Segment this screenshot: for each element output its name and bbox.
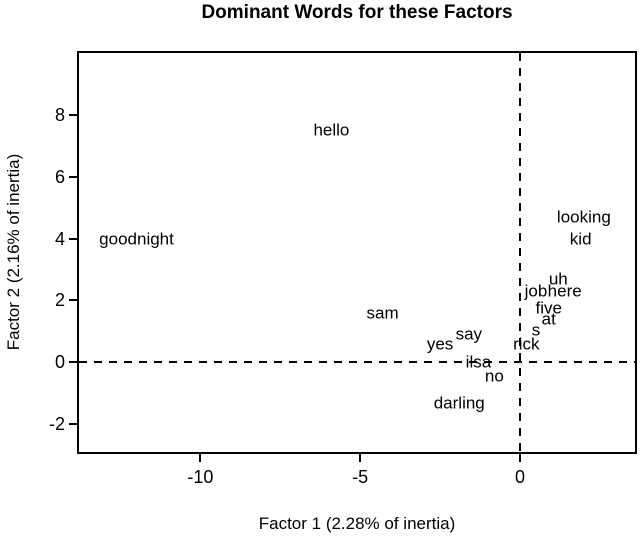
x-tick-label: -5 bbox=[352, 467, 369, 487]
word-darling: darling bbox=[433, 393, 485, 412]
zero-x-line bbox=[518, 53, 521, 452]
y-axis-label: Factor 2 (2.16% of inertia) bbox=[4, 153, 23, 351]
x-axis-label: Factor 1 (2.28% of inertia) bbox=[258, 514, 456, 533]
word-hello: hello bbox=[313, 120, 350, 140]
word-sam: sam bbox=[366, 303, 399, 323]
word-kid: kid bbox=[569, 229, 592, 249]
word-yes: yes bbox=[426, 334, 454, 354]
y-tick bbox=[69, 113, 77, 116]
word-looking: looking bbox=[556, 207, 611, 227]
zero-y-line bbox=[79, 361, 635, 364]
x-tick bbox=[199, 454, 202, 462]
y-tick-label: 6 bbox=[54, 166, 65, 187]
word-job: job bbox=[524, 281, 548, 301]
y-tick bbox=[69, 175, 77, 178]
y-tick-label: 4 bbox=[54, 228, 65, 249]
y-tick-label: 2 bbox=[54, 290, 65, 311]
word-goodnight: goodnight bbox=[99, 229, 174, 249]
y-tick-label: -2 bbox=[48, 414, 65, 435]
y-tick bbox=[69, 299, 77, 302]
x-tick-label: -10 bbox=[187, 467, 214, 487]
x-tick-label: 0 bbox=[514, 467, 525, 487]
word-uh: uh bbox=[548, 269, 568, 289]
x-tick bbox=[359, 454, 362, 462]
y-tick-label: 0 bbox=[54, 352, 65, 373]
word-here: here bbox=[547, 281, 582, 301]
word-ilsa: ilsa bbox=[465, 352, 492, 372]
y-tick bbox=[69, 423, 77, 426]
word-rick: rick bbox=[513, 334, 540, 354]
y-tick bbox=[69, 237, 77, 240]
y-tick-label: 8 bbox=[54, 104, 65, 125]
word-at: at bbox=[541, 309, 556, 329]
x-tick bbox=[518, 454, 521, 462]
y-tick bbox=[69, 361, 77, 364]
word-say: say bbox=[455, 324, 483, 344]
word-no: no bbox=[484, 366, 504, 386]
word-five: five bbox=[535, 298, 562, 318]
word-s: s bbox=[531, 320, 541, 340]
chart-title: Dominant Words for these Factors bbox=[201, 2, 513, 23]
plot-area: goodnight hello sam yes say ilsa no darling rick… bbox=[77, 51, 637, 454]
